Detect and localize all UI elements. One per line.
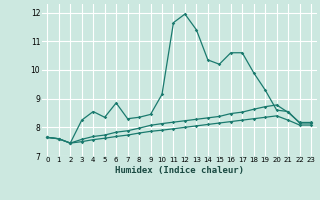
X-axis label: Humidex (Indice chaleur): Humidex (Indice chaleur) bbox=[115, 166, 244, 175]
